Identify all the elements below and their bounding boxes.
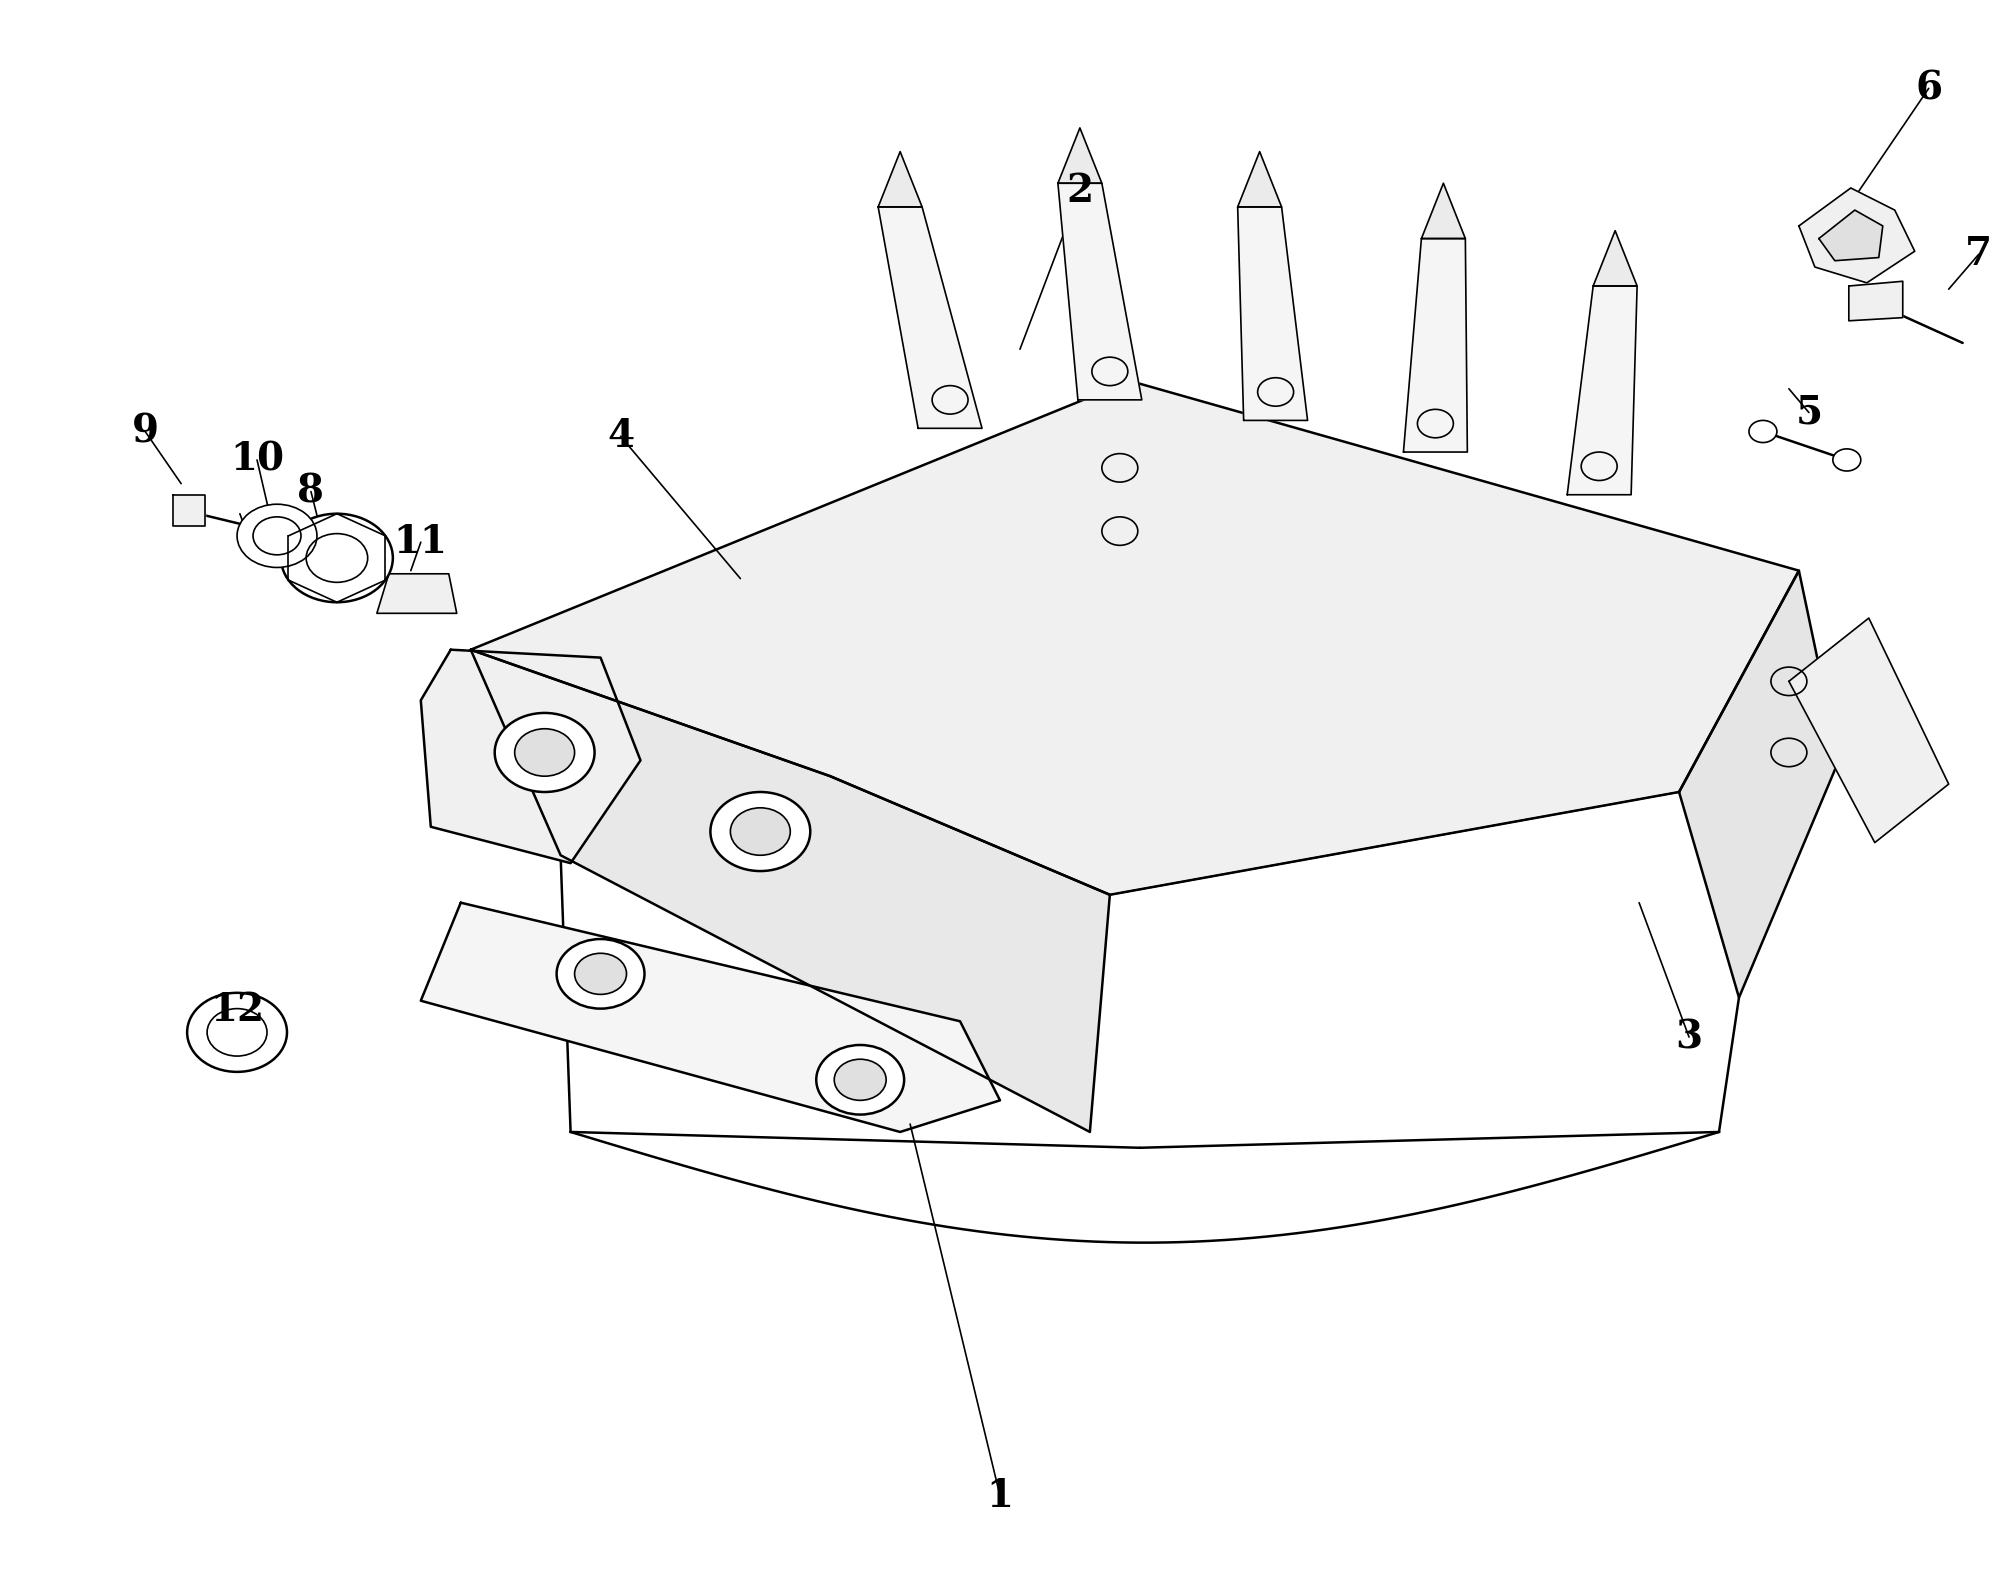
Text: 12: 12	[210, 992, 264, 1030]
Text: 4: 4	[606, 417, 634, 455]
Circle shape	[834, 1060, 886, 1101]
Circle shape	[494, 713, 594, 792]
Text: 1: 1	[986, 1476, 1014, 1514]
Circle shape	[730, 808, 790, 855]
Polygon shape	[376, 573, 456, 613]
Polygon shape	[1798, 188, 1914, 284]
Polygon shape	[1058, 184, 1142, 399]
Circle shape	[188, 993, 286, 1072]
Polygon shape	[1680, 570, 1838, 998]
Circle shape	[1832, 448, 1860, 470]
Polygon shape	[1422, 184, 1466, 239]
Polygon shape	[420, 903, 1000, 1133]
Text: 8: 8	[298, 472, 324, 510]
Circle shape	[238, 504, 316, 567]
Circle shape	[282, 513, 392, 602]
Circle shape	[710, 792, 810, 871]
Text: 3: 3	[1676, 1019, 1702, 1057]
Polygon shape	[1404, 239, 1468, 451]
Text: 2: 2	[1066, 173, 1094, 211]
Polygon shape	[1238, 208, 1308, 420]
Circle shape	[1748, 420, 1776, 442]
Polygon shape	[1238, 152, 1282, 208]
Circle shape	[816, 1045, 904, 1115]
Polygon shape	[1848, 282, 1902, 322]
Text: 6: 6	[1916, 70, 1942, 108]
Text: 9: 9	[132, 412, 158, 450]
Polygon shape	[878, 208, 982, 428]
Circle shape	[514, 729, 574, 776]
Polygon shape	[878, 152, 922, 208]
Text: 11: 11	[394, 523, 448, 561]
Polygon shape	[1818, 211, 1882, 261]
Circle shape	[556, 939, 644, 1009]
Circle shape	[574, 954, 626, 995]
Polygon shape	[1594, 231, 1638, 287]
Text: 10: 10	[230, 440, 284, 478]
Polygon shape	[1058, 128, 1102, 184]
Text: 5: 5	[1796, 393, 1822, 431]
Polygon shape	[470, 649, 1110, 1133]
Polygon shape	[470, 380, 1798, 895]
Polygon shape	[174, 494, 206, 526]
Text: 7: 7	[1966, 236, 1992, 274]
Polygon shape	[1568, 287, 1638, 494]
Polygon shape	[1788, 618, 1948, 843]
Polygon shape	[420, 649, 640, 863]
